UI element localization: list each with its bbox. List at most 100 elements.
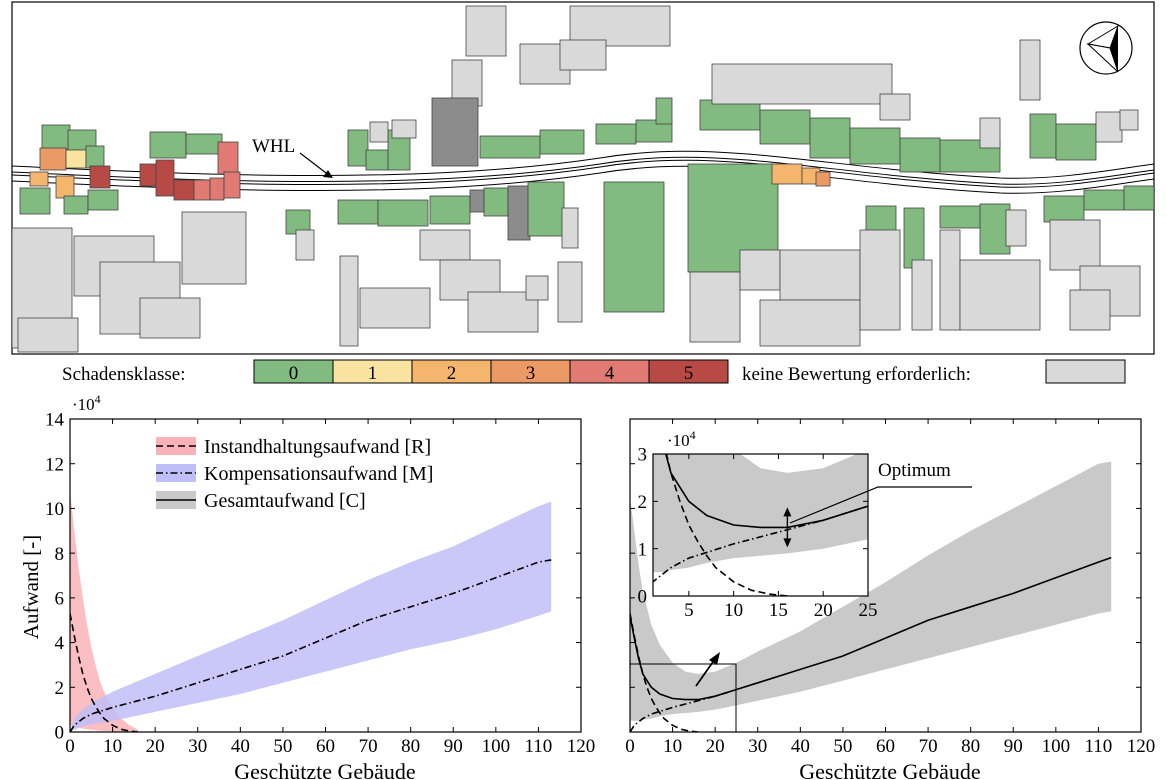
building — [879, 93, 911, 121]
building — [561, 207, 579, 249]
building — [1055, 123, 1097, 161]
building — [173, 179, 195, 201]
x-tick-label: 60 — [876, 736, 895, 757]
building — [689, 271, 741, 343]
legend-label-class-2: 2 — [447, 363, 457, 384]
building — [939, 229, 961, 331]
band-dashdot — [70, 501, 552, 732]
building — [193, 179, 211, 201]
building — [65, 149, 87, 169]
building — [139, 163, 157, 187]
building — [569, 5, 671, 47]
building — [17, 317, 79, 353]
building — [809, 117, 851, 159]
legend-classes: 0 1 2 3 4 5 — [253, 359, 729, 384]
x-tick-label: 20 — [814, 600, 833, 621]
x-tick-label: 30 — [188, 736, 207, 757]
building — [959, 259, 1041, 331]
legend-swatch-class-5 — [648, 359, 729, 384]
building — [369, 121, 389, 143]
building — [635, 119, 673, 143]
optimum-leader-line — [789, 486, 972, 524]
railway-label-leader — [299, 152, 331, 177]
x-tick-label: 30 — [748, 736, 767, 757]
building — [29, 171, 49, 187]
legend-entry-label: Gesamtaufwand [C] — [204, 490, 366, 512]
building — [859, 229, 901, 331]
inset-series-line-dashed — [665, 454, 788, 596]
legend-entry-label: Instandhaltungsaufwand [R] — [204, 436, 431, 458]
inset-ticks: 5 10 15 20 25 0 1 2 3 — [638, 445, 878, 621]
north-arrow-icon — [1079, 21, 1133, 75]
building — [603, 181, 665, 313]
building — [41, 124, 71, 150]
y-tick-label: 2 — [638, 492, 648, 513]
building — [89, 165, 111, 189]
building — [55, 175, 75, 199]
x-tick-label: 10 — [724, 600, 743, 621]
damage-class-legend: Schadensklasse: 0 1 2 3 4 5 keine Bewertung e… — [62, 359, 1126, 385]
building — [559, 39, 607, 71]
x-tick-label: 50 — [833, 736, 852, 757]
building — [85, 145, 105, 169]
building — [431, 97, 479, 167]
railway-line — [12, 150, 1154, 194]
building — [223, 171, 241, 199]
building — [1123, 185, 1154, 211]
building — [87, 189, 119, 211]
building — [1049, 219, 1101, 271]
building — [655, 97, 673, 125]
inset-series-line-solid — [664, 454, 868, 529]
building — [759, 109, 811, 145]
building — [391, 119, 417, 139]
railway-label-arrowhead — [323, 170, 333, 178]
x-tick-label: 50 — [273, 736, 292, 757]
inset-series-line-dashdot — [653, 505, 868, 584]
building — [815, 171, 831, 187]
x-tick-label: 25 — [859, 600, 878, 621]
building — [465, 5, 507, 57]
building — [771, 163, 803, 185]
series-line-dashdot — [630, 688, 737, 732]
x-tick-label: 90 — [444, 736, 463, 757]
building — [483, 187, 509, 217]
left-x-axis-label: Geschützte Gebäude — [234, 759, 415, 780]
y-tick-label: 4 — [55, 633, 65, 654]
building — [527, 181, 565, 237]
building — [525, 275, 549, 301]
building — [1019, 39, 1041, 101]
x-tick-label: 40 — [231, 736, 250, 757]
x-tick-label: 40 — [791, 736, 810, 757]
y-tick-label: 1 — [638, 539, 648, 560]
x-tick-label: 20 — [706, 736, 725, 757]
map-content — [12, 5, 1154, 353]
legend-none-swatch — [1045, 359, 1126, 384]
building — [377, 199, 429, 227]
x-tick-label: 110 — [525, 736, 553, 757]
building — [739, 249, 781, 291]
legend-none-label: keine Bewertung erforderlich: — [742, 364, 971, 385]
x-tick-label: 100 — [482, 736, 511, 757]
building — [539, 129, 585, 155]
building — [469, 189, 485, 213]
legend-label-class-0: 0 — [289, 363, 299, 384]
legend-label-class-4: 4 — [605, 363, 615, 384]
y-tick-label: 6 — [55, 589, 65, 610]
building — [429, 195, 471, 225]
y-tick-label: 12 — [45, 454, 64, 475]
building — [139, 297, 201, 339]
inset-chart: 5 10 15 20 25 0 1 2 3 ·104 Optimum — [638, 428, 972, 621]
buildings — [12, 5, 1154, 353]
x-tick-label: 10 — [103, 736, 122, 757]
building — [779, 249, 861, 301]
building — [209, 177, 225, 201]
building — [185, 133, 223, 155]
building — [149, 131, 187, 159]
left-legend: Instandhaltungsaufwand [R] Kompensationsa… — [156, 436, 433, 512]
x-tick-label: 0 — [65, 736, 75, 757]
y-tick-label: 0 — [638, 587, 648, 608]
building — [903, 207, 925, 269]
building — [507, 185, 531, 241]
band-solid — [630, 461, 1112, 721]
